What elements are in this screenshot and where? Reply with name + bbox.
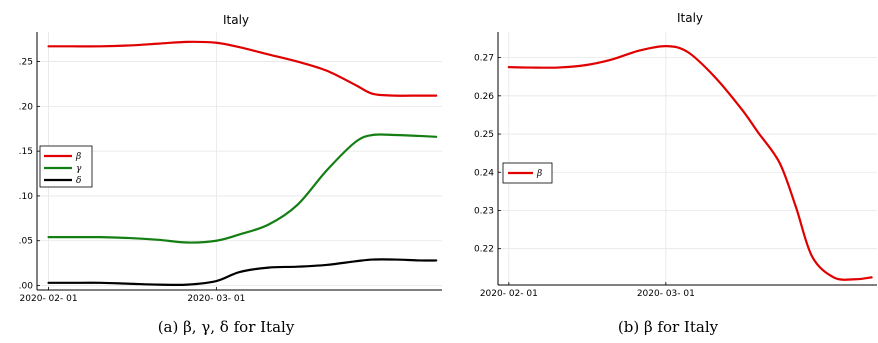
y-tick-label: .15 (19, 147, 33, 157)
legend-a: βγδ (39, 145, 93, 188)
plot-frame-b (498, 32, 877, 285)
y-tick-label: 0.22 (474, 245, 494, 255)
series-line-0 (507, 45, 873, 281)
y-tick-label: 0.24 (474, 168, 494, 178)
y-tick-label: .05 (19, 237, 33, 247)
legend-label: β (536, 169, 542, 179)
series-a (47, 40, 438, 287)
x-tick-label: 2020- 02- 01 (480, 289, 538, 299)
chart-title-a: Italy (223, 13, 249, 27)
x-ticks-b: 2020- 02- 01 2020- 03- 01 (480, 282, 695, 299)
series-b (507, 45, 873, 281)
series-line-2 (47, 258, 438, 287)
series-line-1 (47, 133, 438, 244)
y-tick-label: 0.25 (474, 130, 494, 140)
gridlines-a (37, 32, 442, 290)
x-ticks-a: 2020- 02- 01 2020- 03- 01 (20, 287, 245, 304)
x-tick-label: 2020- 03- 01 (637, 289, 695, 299)
legend-label: δ (76, 176, 81, 186)
y-tick-label: 0.23 (474, 206, 494, 216)
y-tick-label: .25 (19, 58, 33, 68)
caption-a: (a) β, γ, δ for Italy (158, 318, 295, 336)
y-tick-label: .20 (19, 102, 34, 112)
x-tick-label: 2020- 02- 01 (20, 294, 78, 304)
y-tick-label: 0.26 (474, 92, 494, 102)
gridlines-b (498, 32, 877, 285)
chart-b: 0.220.230.240.250.260.27 2020- 02- 01 202… (474, 11, 877, 336)
series-line-0 (47, 40, 438, 97)
y-tick-label: .00 (19, 282, 34, 292)
chart-a: .00 .05 .10 .15 .20 .25 2020- 02- 01 2020- 03-… (19, 13, 442, 336)
legend-label: γ (76, 164, 82, 174)
x-tick-label: 2020- 03- 01 (187, 294, 245, 304)
legend-b: β (502, 162, 553, 184)
legend-label: β (75, 152, 81, 162)
chart-title-b: Italy (677, 11, 703, 25)
y-ticks-a: .00 .05 .10 .15 .20 .25 (19, 58, 40, 292)
plot-frame-a (37, 32, 442, 290)
caption-b: (b) β for Italy (618, 318, 719, 336)
y-ticks-b: 0.22 0.23 0.24 0.25 0.26 0.27 (474, 54, 501, 255)
y-tick-label: .10 (19, 192, 34, 202)
y-tick-label: 0.27 (474, 54, 494, 64)
